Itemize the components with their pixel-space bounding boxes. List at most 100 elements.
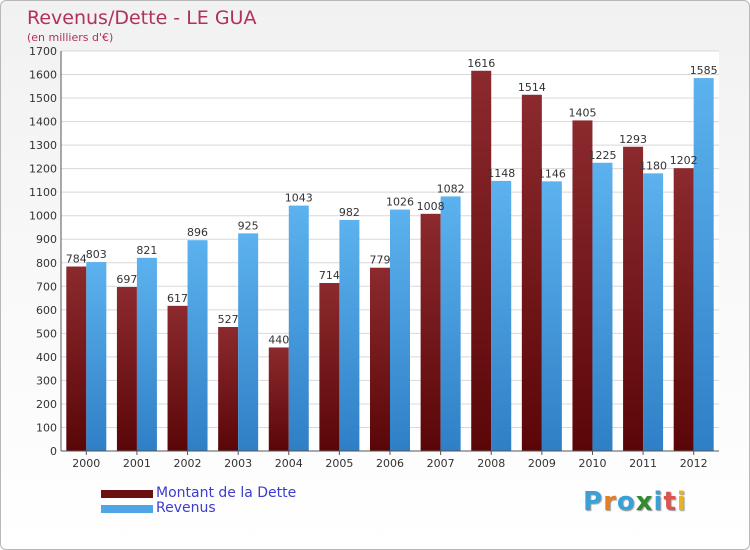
x-tick-label: 2011	[629, 457, 657, 470]
bar-dette	[167, 305, 188, 451]
bar-revenus	[339, 219, 360, 451]
bar-dette	[521, 94, 542, 451]
bar-dette	[370, 267, 390, 451]
y-tick-label: 0	[50, 445, 57, 458]
bar-dette	[268, 347, 289, 451]
bar-revenus	[187, 240, 208, 451]
x-tick-label: 2001	[123, 457, 151, 470]
data-label-revenus: 1585	[690, 64, 718, 77]
data-label-dette: 527	[218, 313, 239, 326]
logo-letter: P	[583, 487, 604, 517]
legend-label-dette: Montant de la Dette	[156, 485, 297, 501]
bar-dette	[116, 287, 137, 451]
bar-revenus	[238, 233, 259, 451]
axes	[60, 51, 719, 452]
y-tick-label: 100	[36, 421, 57, 434]
legend-swatch-revenus	[101, 505, 153, 513]
data-label-revenus: 896	[187, 226, 208, 239]
data-label-revenus: 925	[238, 219, 259, 232]
x-tick-label: 2008	[477, 457, 505, 470]
bar-dette	[319, 283, 340, 451]
y-tick-label: 500	[36, 327, 57, 340]
bar-revenus	[491, 180, 512, 451]
bar-revenus	[390, 209, 410, 451]
logo-letter: i	[676, 487, 687, 517]
y-tick-label: 1300	[29, 139, 57, 152]
bar-revenus	[136, 257, 157, 451]
bar-dette	[623, 146, 644, 451]
y-tick-label: 400	[36, 351, 57, 364]
data-label-dette: 1293	[619, 133, 647, 146]
bar-revenus	[592, 162, 613, 451]
bar-chart: 0 100 200 300 400 500 600 700 800 900 1000 1100 1200…	[29, 45, 719, 470]
bar-dette	[66, 266, 87, 451]
data-label-dette: 714	[319, 269, 340, 282]
data-label-revenus: 821	[136, 244, 157, 257]
bar-dette	[471, 70, 492, 451]
x-tick-label: 2010	[578, 457, 606, 470]
y-tick-label: 1200	[29, 163, 57, 176]
x-tick-label: 2007	[427, 457, 455, 470]
proxiti-logo: Proxiti	[583, 487, 687, 517]
bar-revenus	[440, 196, 461, 451]
logo-letter: o	[616, 487, 636, 517]
data-label-revenus: 1026	[386, 196, 414, 209]
bar-revenus	[288, 205, 309, 451]
bar-revenus	[643, 173, 664, 451]
data-label-revenus: 1043	[285, 192, 313, 205]
x-tick-label: 2006	[376, 457, 404, 470]
x-tick-label: 2004	[275, 457, 303, 470]
x-tick-label: 2005	[325, 457, 353, 470]
bar-dette	[673, 168, 694, 452]
data-label-dette: 1008	[417, 200, 445, 213]
y-tick-label: 1100	[29, 186, 57, 199]
y-tick-label: 1400	[29, 116, 57, 129]
y-tick-label: 1700	[29, 45, 57, 58]
data-label-revenus: 982	[339, 206, 360, 219]
bar-dette	[420, 213, 441, 451]
data-label-dette: 779	[370, 254, 391, 267]
x-tick-label: 2009	[528, 457, 556, 470]
bars	[66, 70, 714, 452]
bar-revenus	[693, 78, 714, 451]
x-tick-label: 2002	[174, 457, 202, 470]
data-label-revenus: 1180	[639, 159, 667, 172]
data-label-dette: 697	[116, 273, 137, 286]
y-tick-label: 1500	[29, 92, 57, 105]
x-tick-label: 2003	[224, 457, 252, 470]
y-tick-label: 1600	[29, 69, 57, 82]
data-label-revenus: 1082	[437, 182, 465, 195]
y-tick-label: 900	[36, 233, 57, 246]
data-label-revenus: 1146	[538, 167, 566, 180]
chart-title: Revenus/Dette - LE GUA	[27, 7, 257, 29]
logo-letter: r	[603, 487, 617, 517]
y-tick-label: 600	[36, 304, 57, 317]
bar-revenus	[86, 262, 107, 451]
bar-dette	[218, 327, 239, 451]
x-tick-label: 2012	[680, 457, 708, 470]
logo-letter: t	[663, 487, 677, 517]
logo-letter: i	[653, 487, 664, 517]
legend-label-revenus: Revenus	[156, 500, 216, 516]
data-label-dette: 1616	[467, 57, 495, 70]
y-tick-label: 1000	[29, 210, 57, 223]
y-tick-label: 700	[36, 280, 57, 293]
y-tick-label: 200	[36, 398, 57, 411]
data-label-dette: 440	[268, 333, 289, 346]
legend-swatch-dette	[101, 490, 153, 498]
y-tick-label: 300	[36, 374, 57, 387]
data-label-revenus: 803	[86, 248, 107, 261]
bar-dette	[572, 120, 593, 451]
y-axis-ticks: 0 100 200 300 400 500 600 700 800 900 1000 1100 1200…	[29, 45, 57, 458]
data-label-dette: 784	[66, 253, 87, 266]
data-label-revenus: 1148	[487, 167, 515, 180]
bar-revenus	[541, 181, 562, 451]
chart-subtitle: (en milliers d'€)	[27, 31, 114, 44]
data-label-dette: 1202	[670, 154, 698, 167]
data-labels: 784 803 697 821 617 896 527 925 440 1043 714 982 779…	[66, 57, 718, 347]
data-label-dette: 1405	[568, 106, 596, 119]
data-label-dette: 1514	[518, 81, 546, 94]
x-axis-ticks: 2000 2001 2002 2003 2004 2005 2006 2007 2008 2009…	[72, 451, 708, 470]
data-label-revenus: 1225	[588, 149, 616, 162]
